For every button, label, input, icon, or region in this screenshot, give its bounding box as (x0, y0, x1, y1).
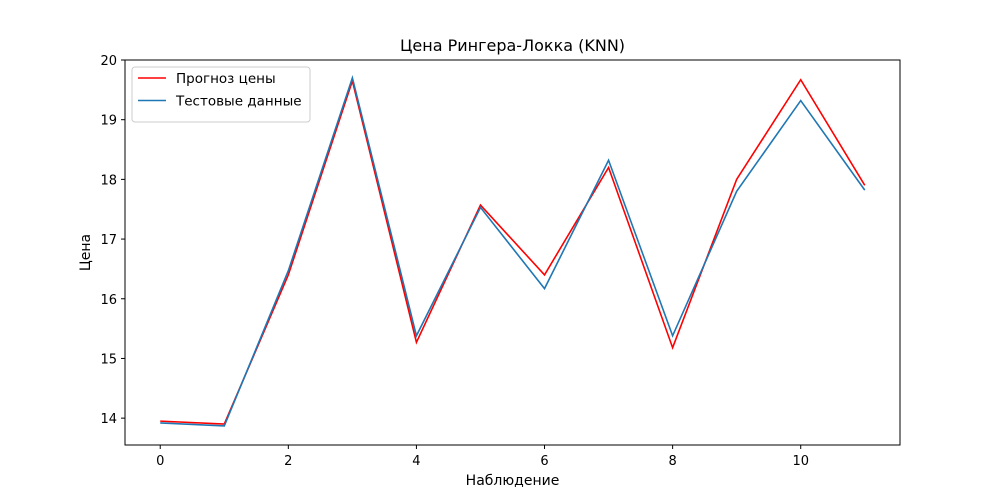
series-line-1 (160, 77, 866, 425)
x-tick-label: 2 (284, 454, 292, 469)
x-axis-label: Наблюдение (466, 473, 560, 489)
y-tick-label: 20 (100, 54, 117, 69)
x-tick-label: 10 (792, 454, 809, 469)
y-tick-label: 18 (100, 173, 117, 188)
legend-entry-label: Тестовые данные (175, 94, 302, 110)
y-tick-label: 14 (100, 412, 117, 427)
chart-title: Цена Рингера-Локка (KNN) (400, 36, 625, 55)
x-tick-label: 4 (412, 454, 420, 469)
plot-layer: 0 2 4 6 8 10 14 15 16 17 18 19 20 Прогноз цены Тестовы… (100, 54, 901, 469)
series-line-2 (160, 75, 866, 427)
y-tick-label: 19 (100, 114, 117, 129)
y-tick-label: 16 (100, 293, 117, 308)
y-tick-label: 15 (100, 352, 117, 367)
legend-box (131, 66, 311, 123)
x-tick-label: 8 (668, 454, 676, 469)
y-tick-label: 17 (100, 233, 117, 248)
legend: Прогноз цены Тестовые данные (131, 66, 311, 123)
x-tick-label: 6 (540, 454, 548, 469)
legend-entry-label: Прогноз цены (176, 71, 276, 87)
y-axis-label: Цена (78, 234, 94, 271)
x-tick-label: 0 (156, 454, 164, 469)
plot-frame (124, 59, 901, 446)
